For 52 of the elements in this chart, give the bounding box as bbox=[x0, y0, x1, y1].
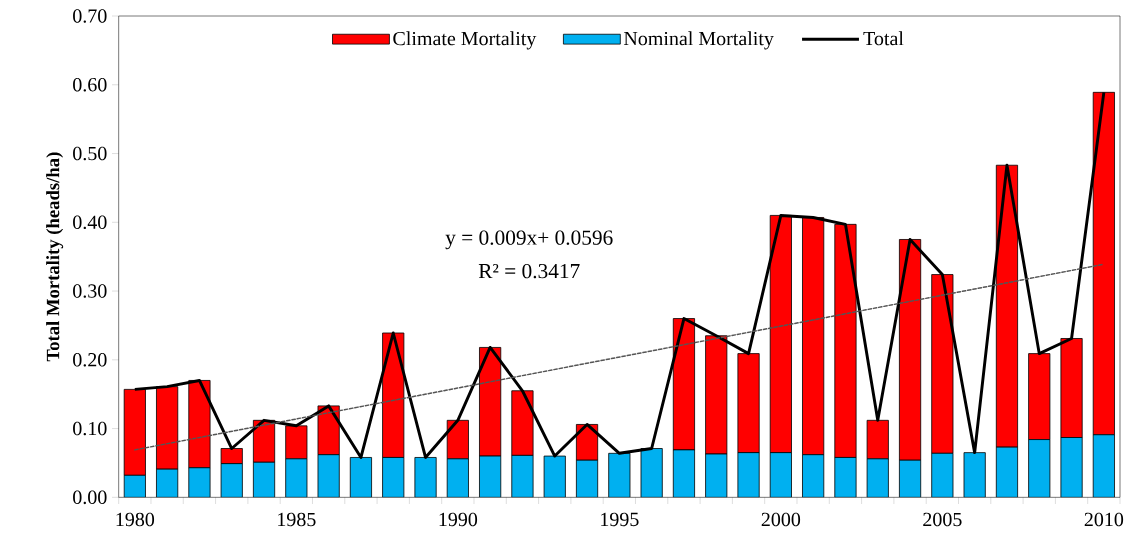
y-tick-label: 0.20 bbox=[73, 353, 107, 367]
bar bbox=[317, 454, 340, 498]
bar bbox=[834, 457, 857, 498]
bar bbox=[1092, 434, 1115, 498]
x-tick-label: 1980 bbox=[116, 512, 155, 527]
bar bbox=[382, 457, 404, 498]
x-tick-label: 1985 bbox=[278, 512, 316, 527]
bar bbox=[447, 458, 469, 498]
y-tick-label: 0.40 bbox=[73, 215, 107, 230]
x-tick-label: 2010 bbox=[1084, 512, 1124, 527]
bar bbox=[802, 454, 824, 498]
legend-label: Total bbox=[863, 31, 904, 46]
bar bbox=[899, 460, 921, 498]
x-tick-label: 1990 bbox=[439, 512, 478, 527]
bar bbox=[124, 475, 146, 498]
bar bbox=[156, 469, 178, 498]
annotation: y = 0.009x+ 0.0596 bbox=[445, 230, 613, 250]
bar bbox=[253, 462, 275, 498]
y-tick-label: 0.10 bbox=[73, 421, 107, 436]
legend-label: Nominal Mortality bbox=[623, 31, 774, 50]
bar bbox=[511, 455, 534, 498]
bar bbox=[1060, 437, 1083, 498]
x-tick-label: 1995 bbox=[601, 512, 639, 527]
bar bbox=[737, 452, 760, 498]
bar bbox=[608, 453, 630, 498]
bar bbox=[770, 452, 792, 498]
y-tick-label: 0.50 bbox=[73, 146, 107, 161]
bar bbox=[350, 457, 372, 498]
bar bbox=[867, 458, 889, 498]
x-tick-label: 2005 bbox=[923, 512, 962, 527]
bar bbox=[576, 460, 598, 498]
y-tick-label: 0.00 bbox=[73, 490, 107, 505]
y-tick-label: 0.60 bbox=[73, 77, 107, 92]
bar bbox=[996, 447, 1018, 498]
y-tick-label: 0.30 bbox=[73, 284, 107, 298]
bar bbox=[640, 448, 663, 498]
y-tick-label: 0.70 bbox=[73, 9, 107, 23]
bar bbox=[544, 456, 566, 498]
x-tick-label: 2000 bbox=[761, 512, 801, 527]
bar bbox=[673, 449, 695, 498]
bar bbox=[705, 454, 727, 498]
bar bbox=[964, 452, 986, 498]
bar bbox=[414, 457, 437, 498]
bar bbox=[931, 453, 954, 498]
legend-label: Climate Mortality bbox=[393, 31, 537, 50]
y-axis-title: Total Mortality (heads/ha) bbox=[46, 152, 64, 362]
bar bbox=[221, 463, 243, 498]
bar bbox=[188, 467, 211, 498]
bar bbox=[1028, 439, 1050, 498]
bar bbox=[285, 458, 307, 498]
annotation: R² = 0.3417 bbox=[478, 263, 580, 279]
bar bbox=[479, 456, 501, 498]
